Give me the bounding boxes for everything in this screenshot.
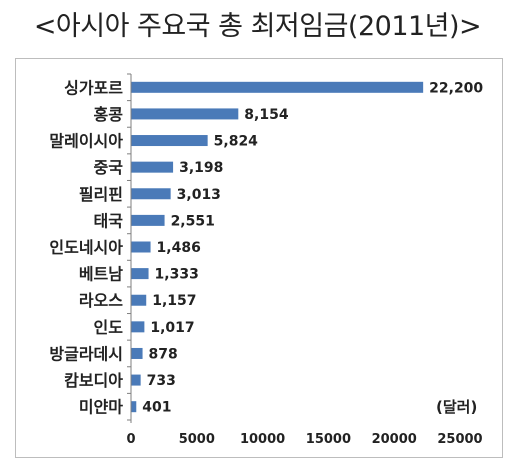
- bar-9: [131, 321, 145, 333]
- value-label-6: 1,486: [157, 240, 201, 256]
- category-label-5: 태국: [94, 211, 124, 230]
- x-tick-label-1: 5000: [179, 432, 215, 447]
- value-label-5: 2,551: [171, 213, 215, 229]
- category-label-11: 캄보디아: [64, 371, 123, 390]
- plot-frame: [15, 58, 503, 458]
- value-label-10: 878: [149, 346, 178, 362]
- x-tick-label-2: 10000: [240, 432, 285, 447]
- bars-layer: 싱가포르 22,200 홍콩 8,154 말레이시아 5,824 중국 3,198 필리핀 3,0…: [49, 78, 483, 416]
- value-label-7: 1,333: [155, 267, 199, 283]
- bar-3: [131, 161, 174, 173]
- bar-8: [131, 294, 147, 306]
- x-tick-label-3: 15000: [306, 432, 351, 447]
- category-label-1: 홍콩: [94, 105, 124, 124]
- category-label-0: 싱가포르: [64, 78, 123, 97]
- bar-11: [131, 374, 141, 386]
- value-label-4: 3,013: [177, 187, 221, 203]
- x-tick-label-5: 25000: [437, 432, 482, 447]
- value-label-0: 22,200: [429, 80, 483, 96]
- bar-4: [131, 188, 171, 200]
- category-label-4: 필리핀: [79, 185, 123, 204]
- category-label-12: 미얀마: [79, 398, 123, 417]
- category-label-2: 말레이시아: [49, 132, 123, 151]
- category-label-9: 인도: [94, 318, 124, 337]
- bar-5: [131, 214, 165, 226]
- value-label-9: 1,017: [150, 320, 194, 336]
- bar-7: [131, 268, 149, 280]
- value-label-11: 733: [147, 373, 176, 389]
- bar-6: [131, 241, 151, 253]
- bar-0: [131, 81, 424, 93]
- value-label-3: 3,198: [179, 160, 223, 176]
- category-label-8: 라오스: [79, 291, 123, 310]
- axis-layer: 0 5000 10000 15000 20000 25000: [126, 73, 483, 447]
- category-label-7: 베트남: [79, 265, 123, 284]
- value-label-1: 8,154: [244, 107, 289, 123]
- category-label-3: 중국: [94, 158, 124, 177]
- x-tick-label-4: 20000: [372, 432, 417, 447]
- bar-12: [131, 401, 137, 413]
- value-label-2: 5,824: [214, 134, 259, 150]
- value-label-12: 401: [142, 400, 171, 416]
- category-label-10: 방글라데시: [49, 344, 123, 363]
- bar-1: [131, 108, 239, 120]
- bar-2: [131, 135, 208, 147]
- bar-10: [131, 347, 143, 359]
- unit-label: (달러): [436, 398, 477, 416]
- category-label-6: 인도네시아: [49, 238, 123, 257]
- chart-title: <아시아 주요국 총 최저임금(2011년)>: [33, 11, 482, 42]
- x-tick-label-0: 0: [126, 432, 135, 447]
- value-label-8: 1,157: [152, 293, 196, 309]
